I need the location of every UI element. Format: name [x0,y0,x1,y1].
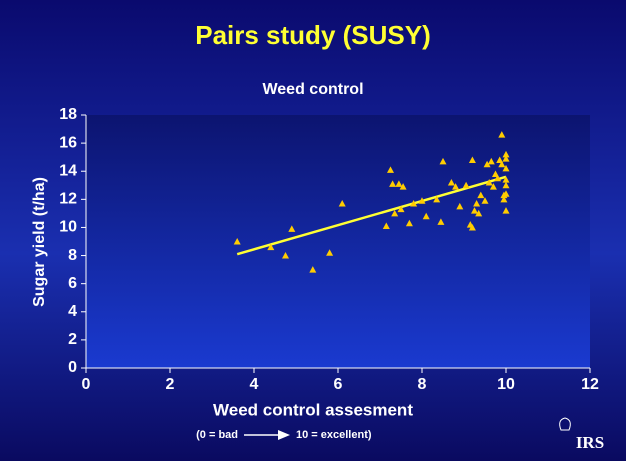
slide-title: Pairs study (SUSY) [195,20,431,50]
y-tick-label: 12 [59,191,77,208]
scatter-point [468,156,476,163]
x-axis-note: 10 = excellent) [296,429,372,441]
scatter-point [502,190,510,197]
scatter-point [475,209,483,217]
scatter-point [468,223,476,231]
scatter-point [422,212,430,220]
arrow-head [278,430,290,440]
scatter-point [326,249,334,256]
x-axis-title: Weed control assesment [213,400,413,419]
y-tick-label: 0 [68,359,77,376]
x-tick-label: 2 [166,376,175,393]
scatter-point [418,197,426,204]
scatter-point [487,157,495,165]
x-tick-label: 8 [418,376,427,393]
scatter-point [437,218,445,225]
logo-icon [559,417,571,431]
x-tick-label: 12 [581,376,599,393]
scatter-point [489,183,497,190]
scatter-point [502,207,510,214]
x-tick-label: 6 [334,376,343,393]
scatter-point [502,181,510,189]
scatter-point [502,164,510,172]
scatter-point [267,243,275,251]
scatter-point [447,178,455,186]
scatter-point [502,150,510,158]
scatter-point [498,131,506,138]
scatter-point [391,209,399,217]
scatter-point [456,202,464,210]
scatter-point [397,205,405,213]
y-tick-label: 2 [68,331,77,348]
scatter-point [502,155,510,162]
chart-title: Weed control [262,81,363,98]
x-tick-label: 10 [497,376,515,393]
scatter-point [410,200,418,207]
scatter-point [483,160,491,168]
y-tick-label: 18 [59,106,77,123]
y-tick-label: 8 [68,247,77,264]
scatter-point [481,197,489,204]
scatter-point [382,222,390,230]
scatter-point [494,174,502,182]
scatter-point [439,157,447,165]
logo: IRS [576,433,604,452]
scatter-point [433,195,441,203]
scatter-point [282,252,289,259]
scatter-point [309,266,317,273]
scatter-point [395,180,403,187]
y-tick-label: 10 [59,219,77,236]
y-tick-label: 16 [59,134,77,151]
scatter-point [477,191,485,199]
scatter-point [462,181,470,189]
scatter-point [288,225,296,232]
scatter-point [452,183,460,190]
y-axis-title: Sugar yield (t/ha) [31,177,48,307]
y-tick-label: 14 [59,162,77,179]
scatter-point [233,238,241,245]
plot-area [86,115,590,368]
x-axis-note: (0 = bad [196,429,238,441]
scatter-point [399,183,407,190]
scatter-point [473,200,481,207]
y-tick-label: 6 [68,275,77,292]
x-tick-label: 0 [82,376,91,393]
scatter-point [471,207,478,214]
scatter-point [389,180,397,187]
scatter-point [405,219,413,227]
scatter-point [500,195,508,203]
scatter-point [502,176,510,183]
y-tick-label: 4 [68,303,77,320]
scatter-point [485,178,493,186]
scatter-point [338,200,346,207]
x-tick-label: 4 [250,376,259,393]
scatter-point [498,160,506,168]
trendline [236,175,507,256]
scatter-point [387,166,394,173]
